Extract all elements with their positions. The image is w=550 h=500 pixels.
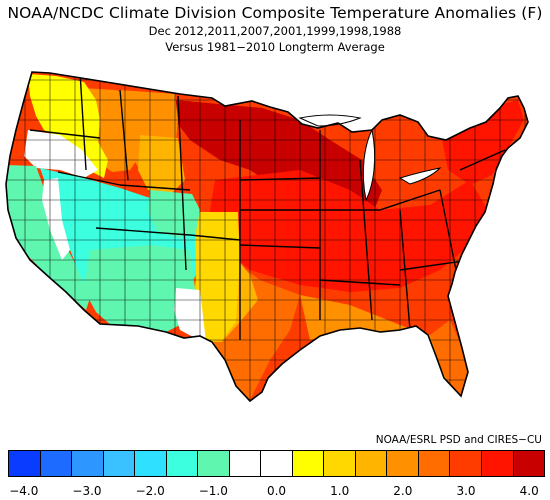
legend-tick-label: 4.0 <box>519 484 539 498</box>
legend-swatch <box>387 451 419 476</box>
legend-swatch <box>261 451 293 476</box>
region-southwest-green <box>84 245 195 332</box>
legend-tick-label: 2.0 <box>393 484 413 498</box>
legend-swatch <box>513 451 545 476</box>
legend-tick-label: −4.0 <box>9 484 39 498</box>
legend-swatch <box>135 451 167 476</box>
legend-swatch <box>229 451 262 476</box>
region-new-mexico-yellow <box>194 212 240 342</box>
legend-swatch <box>40 451 73 476</box>
legend-tick-label: −1.0 <box>198 484 228 498</box>
legend-tick-label: 1.0 <box>330 484 350 498</box>
legend-swatch <box>481 451 514 476</box>
map-title: NOAA/NCDC Climate Division Composite Tem… <box>7 4 543 22</box>
legend-swatch <box>292 451 325 476</box>
color-legend-bar <box>8 450 545 477</box>
legend-swatch <box>198 451 230 476</box>
region-florida-orange <box>430 320 468 398</box>
region-colorado-green <box>148 190 200 238</box>
legend-swatch <box>103 451 136 476</box>
credit-text: NOAA/ESRL PSD and CIRES−CU <box>375 434 542 446</box>
region-gulf-coast-light-orange <box>300 295 468 401</box>
legend-swatch <box>450 451 482 476</box>
legend-tick-label: 0.0 <box>266 484 287 498</box>
legend-swatch <box>72 451 104 476</box>
legend-swatch <box>9 451 41 476</box>
legend-swatch <box>418 451 451 476</box>
lake-erie <box>398 167 442 185</box>
lake-michigan <box>362 128 376 202</box>
legend-swatch <box>324 451 356 476</box>
region-midwest-warm-red <box>210 170 488 292</box>
legend-swatch <box>166 451 199 476</box>
region-oregon-white <box>24 130 98 178</box>
legend-tick-label: −2.0 <box>135 484 165 498</box>
region-northeast-warm-red <box>440 100 524 185</box>
region-arizona-white <box>174 288 206 342</box>
legend-swatch <box>355 451 388 476</box>
legend-tick-label: 3.0 <box>456 484 476 498</box>
map-subtitle: Dec 2012,2011,2007,2001,1999,1998,1988 <box>148 24 402 38</box>
region-california-green <box>6 165 92 310</box>
state-boundaries <box>29 72 506 340</box>
region-nevada-white <box>42 178 70 260</box>
map-subtitle-baseline: Versus 1981−2010 Longterm Average <box>165 40 385 54</box>
us-anomaly-map <box>5 71 529 402</box>
legend-tick-label: −3.0 <box>72 484 102 498</box>
